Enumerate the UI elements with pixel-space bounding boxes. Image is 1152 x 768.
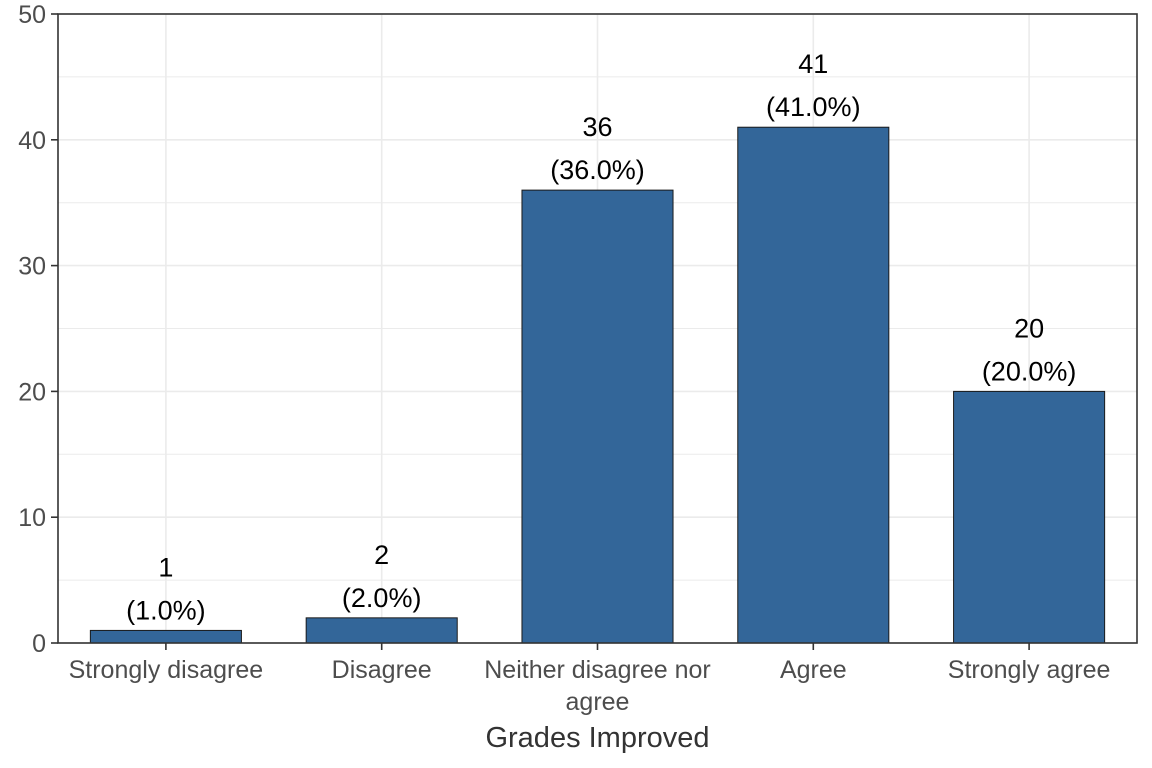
x-tick-label: Neither disagree nor agree	[484, 656, 711, 716]
x-axis: Strongly disagree Disagree Neither disagre…	[69, 643, 1111, 716]
bar-count-label: 1	[158, 552, 173, 582]
x-axis-title: Grades Improved	[485, 722, 709, 754]
bar-count-label: 41	[798, 49, 828, 79]
bar	[89, 629, 242, 644]
y-tick-label: 10	[18, 504, 46, 532]
bar	[305, 617, 458, 644]
bar-percent-label: (2.0%)	[342, 583, 422, 613]
x-tick-label: Strongly disagree	[69, 656, 264, 684]
bar-count-label: 20	[1014, 313, 1044, 343]
bars	[89, 126, 1106, 644]
bar	[521, 189, 674, 644]
y-tick-label: 20	[18, 378, 46, 406]
bar	[737, 126, 890, 644]
bar-percent-label: (41.0%)	[766, 92, 861, 122]
y-tick-label: 30	[18, 253, 46, 281]
x-tick-label: Agree	[780, 656, 847, 684]
bar-percent-label: (1.0%)	[126, 595, 206, 625]
y-tick-label: 0	[32, 630, 46, 658]
bar-count-label: 36	[582, 112, 612, 142]
y-tick-label: 40	[18, 127, 46, 155]
bar-percent-label: (36.0%)	[550, 155, 645, 185]
bar-percent-label: (20.0%)	[982, 356, 1077, 386]
x-tick-label: Strongly agree	[948, 656, 1111, 684]
y-axis: 0 10 20 30 40 50	[18, 1, 58, 658]
x-tick-label: Disagree	[332, 656, 432, 684]
bar-count-label: 2	[374, 540, 389, 570]
bar	[953, 390, 1106, 644]
bar-data-labels: 1 (1.0%) 2 (2.0%) 36 (36.0%) 41 (41.0%) 20 (20.0%…	[126, 49, 1076, 625]
y-tick-label: 50	[18, 1, 46, 29]
